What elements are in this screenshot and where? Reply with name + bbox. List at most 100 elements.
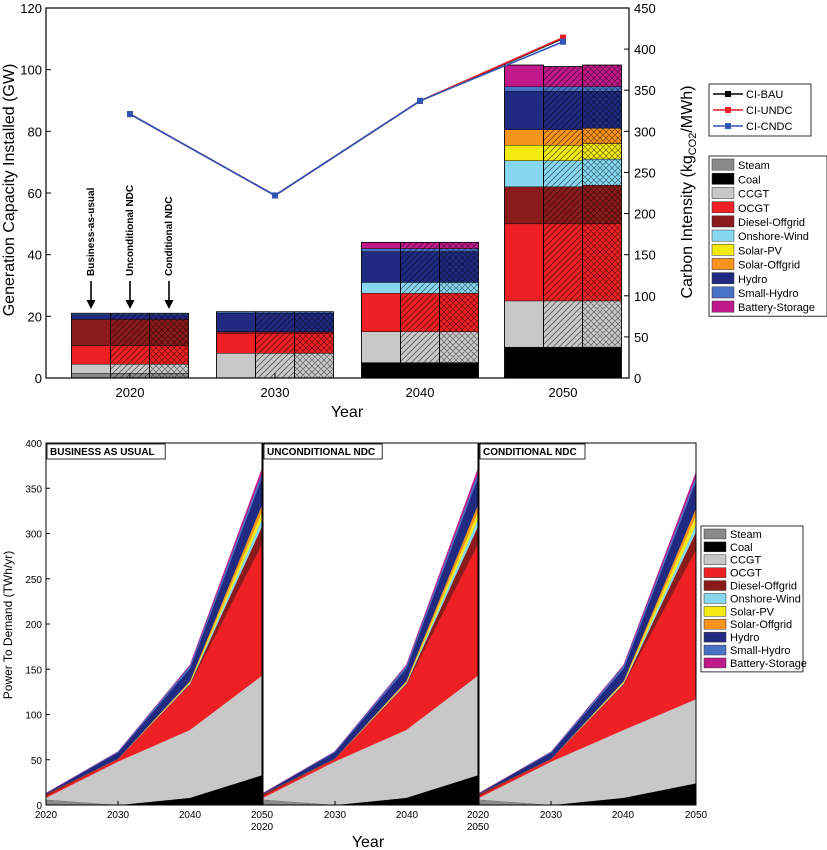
- demand-x-ticks: 2020 2030 2040 2050 2030 2040 2020 2030 2040 2050…: [35, 801, 708, 833]
- bar-hatch-2050-undc-ccgt: [543, 300, 583, 348]
- bar-2050-bau-coal: [504, 346, 544, 379]
- legend-label-battery-storage: Battery-Storage: [730, 658, 807, 670]
- panel-title-conditional-ndc: CONDITIONAL NDC: [483, 447, 577, 458]
- legend-label-onshore-wind: Onshore-Wind: [738, 231, 809, 243]
- bar-hatch-2020-undc-hydro: [110, 314, 150, 320]
- bar-hatch-2050-cndc-coal: [582, 347, 622, 378]
- bar-hatch-2050-undc-solar-offgrid: [543, 129, 583, 146]
- capacity-x-tick-label: 2030: [261, 385, 290, 400]
- intensity-tick-label: 300: [634, 124, 656, 139]
- bar-hatch-2030-undc-diesel-offgrid: [255, 331, 295, 334]
- intensity-y-axis-label: Carbon Intensity (kgCO2/MWh): [679, 86, 699, 299]
- bar-hatch-2050-undc-coal: [543, 347, 583, 378]
- bar-2040-bau-onshore-wind: [361, 282, 401, 294]
- panel-title-box-business-as-usual: [46, 443, 166, 460]
- bar-2050-bau-hydro: [504, 91, 544, 130]
- demand-x-tick-label: 2040: [612, 810, 635, 821]
- scenario-annotations: Business-as-usual Unconditional NDC Condit…: [86, 185, 175, 309]
- bar-hatch-2040-cndc-battery-storage: [439, 242, 479, 249]
- marker-ci-cndc-2040: [417, 97, 423, 104]
- bar-2040-bau-battery-storage: [361, 242, 401, 249]
- bar-group-2050-cndc: [582, 64, 622, 379]
- capacity-tick-label: 40: [28, 248, 42, 263]
- legend-swatch-diesel-offgrid: [711, 215, 735, 228]
- demand-tech-legend: SteamCoalCCGTOCGTDiesel-OffgridOnshore-W…: [700, 525, 807, 673]
- capacity-x-ticks: 2020 2030 2040 2050: [116, 373, 578, 400]
- demand-tick-label: 400: [25, 439, 42, 450]
- bar-hatch-2040-undc-ccgt: [400, 331, 440, 363]
- bar-hatch-2040-undc-small-hydro: [400, 248, 440, 252]
- bar-hatch-2050-cndc-ccgt: [582, 300, 622, 348]
- capacity-x-tick-label: 2050: [549, 385, 578, 400]
- bar-2020-bau-hydro: [71, 314, 111, 320]
- legend-label-hydro: Hydro: [738, 274, 767, 286]
- bar-hatch-2020-cndc-ccgt: [149, 364, 189, 374]
- panel-title-box-conditional-ndc: [479, 443, 586, 460]
- legend-label-steam: Steam: [738, 160, 770, 172]
- intensity-tick-label: 50: [634, 330, 648, 345]
- legend-swatch-battery-storage: [711, 300, 735, 313]
- ci-legend-marker-ci-undc: [725, 107, 731, 113]
- intensity-tick-label: 0: [634, 371, 641, 386]
- bar-hatch-2020-cndc-small-hydro: [149, 313, 189, 315]
- demand-areas: [45, 468, 697, 806]
- legend-swatch-hydro: [711, 272, 735, 285]
- capacity-tech-legend: Steam Coal CCGT OCGT Diesel-Offgrid Onshore-W…: [708, 155, 827, 317]
- legend-label-diesel-offgrid: Diesel-Offgrid: [730, 581, 797, 593]
- legend-swatch-coal: [711, 172, 735, 185]
- bar-hatch-2050-undc-battery-storage: [543, 66, 583, 87]
- demand-x-tick-label: 2030: [107, 810, 130, 821]
- bar-hatch-2040-cndc-small-hydro: [439, 248, 479, 252]
- intensity-label-sub: CO2: [687, 133, 699, 156]
- marker-ci-cndc-2020: [127, 111, 133, 118]
- bar-hatch-2040-cndc-coal: [439, 362, 479, 378]
- legend-label-battery-storage: Battery-Storage: [738, 302, 815, 314]
- bar-hatch-2040-cndc-ccgt: [439, 331, 479, 363]
- bar-group-2040-bau: [361, 241, 401, 379]
- capacity-x-tick-label: 2020: [116, 385, 145, 400]
- bar-2030-bau-ccgt: [216, 353, 256, 379]
- bar-2050-bau-solar-offgrid: [504, 129, 544, 146]
- line-ci-cndc: [129, 40, 564, 197]
- bar-hatch-2040-undc-coal: [400, 362, 440, 378]
- bar-hatch-2040-cndc-ocgt: [439, 293, 479, 332]
- legend-swatch-solar-offgrid: [711, 258, 735, 270]
- bar-hatch-2030-cndc-small-hydro: [294, 311, 334, 314]
- demand-x-tick-label: 2020: [467, 810, 490, 821]
- demand-tick-label: 200: [25, 620, 42, 631]
- legend-swatch-hydro: [703, 631, 727, 643]
- legend-swatch-onshore-wind: [711, 229, 735, 242]
- intensity-tick-label: 200: [634, 207, 656, 222]
- ci-legend-marker-ci-bau: [725, 91, 731, 97]
- demand-chart: 0 50 100 150 200 250 300 350 400 2020 2030 2040 205…: [1, 439, 807, 850]
- marker-ci-undc-2050: [560, 34, 566, 41]
- legend-label-solar-pv: Solar-PV: [730, 606, 775, 618]
- demand-x-axis-label: Year: [352, 834, 385, 850]
- legend-label-onshore-wind: Onshore-Wind: [730, 593, 801, 605]
- bar-hatch-2040-cndc-hydro: [439, 251, 479, 283]
- legend-label-hydro: Hydro: [730, 632, 759, 644]
- annotation-arrow-head: [86, 300, 96, 309]
- demand-tick-label: 300: [25, 530, 42, 541]
- bar-hatch-2050-undc-solar-pv: [543, 145, 583, 161]
- panel-frame-unconditional-ndc: [262, 442, 479, 806]
- marker-ci-cndc-2030: [272, 192, 278, 199]
- legend-swatch-solar-pv: [703, 606, 727, 617]
- annotation-business-as-usual: Business-as-usual: [86, 187, 97, 276]
- bar-2050-bau-ccgt: [504, 300, 544, 348]
- legend-swatch-onshore-wind: [703, 593, 727, 604]
- legend-label-solar-offgrid: Solar-Offgrid: [738, 260, 800, 272]
- bar-hatch-2050-cndc-ocgt: [582, 223, 622, 301]
- bar-group-2050-bau: [504, 64, 544, 379]
- bar-2020-bau-diesel-offgrid: [71, 319, 111, 346]
- bar-hatch-2030-cndc-ocgt: [294, 333, 334, 354]
- demand-x-tick-label: 2040: [396, 810, 419, 821]
- bar-hatch-2040-undc-hydro: [400, 251, 440, 283]
- carbon-intensity-lines: [127, 34, 566, 199]
- bar-hatch-2050-undc-hydro: [543, 91, 583, 130]
- ci-legend-label-ci-cndc: CI-CNDC: [746, 121, 792, 133]
- bar-hatch-2020-undc-small-hydro: [110, 313, 150, 315]
- bar-hatch-2050-cndc-battery-storage: [582, 65, 622, 87]
- annotation-arrow-head: [125, 300, 135, 309]
